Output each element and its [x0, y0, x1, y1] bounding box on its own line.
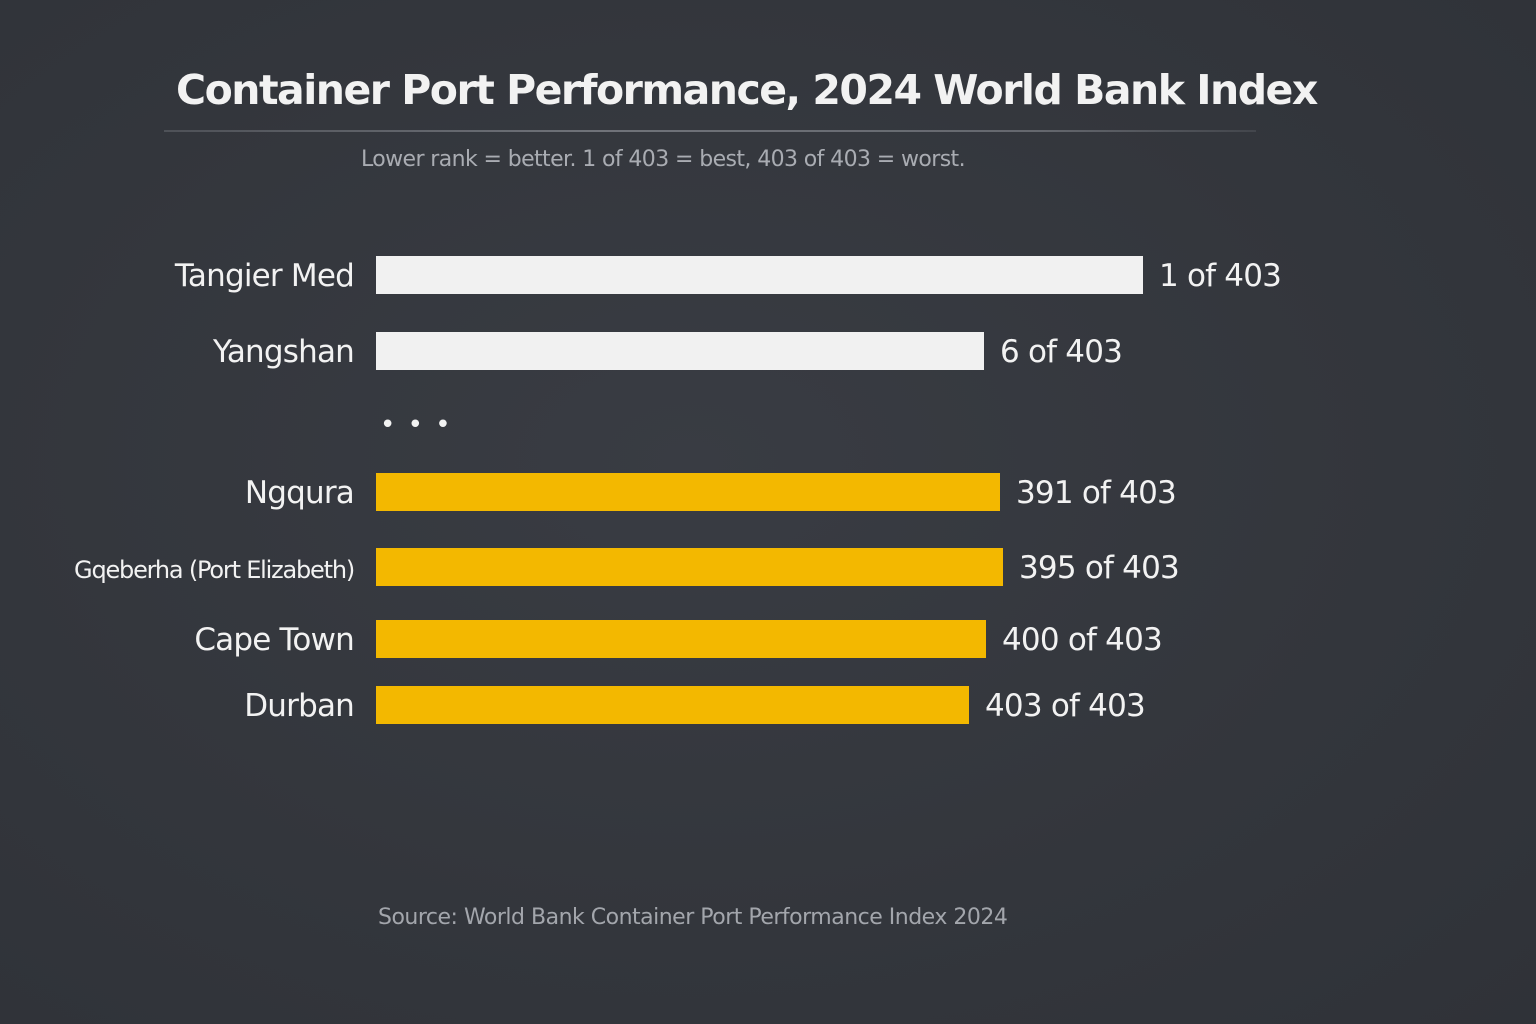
value-label-yangshan: 6 of 403	[1000, 334, 1122, 370]
gap-ellipsis-marker: • • •	[380, 410, 453, 440]
chart-subtitle: Lower rank = better. 1 of 403 = best, 40…	[361, 147, 966, 172]
bar-ngqura	[376, 473, 1000, 511]
bar-gqeberha-port-elizabeth	[376, 548, 1003, 586]
bar-tangier-med	[376, 256, 1143, 294]
category-label-durban: Durban	[244, 688, 354, 724]
value-label-durban: 403 of 403	[985, 688, 1145, 724]
bar-durban	[376, 686, 969, 724]
bar-cape-town	[376, 620, 986, 658]
bar-yangshan	[376, 332, 984, 370]
value-label-tangier-med: 1 of 403	[1159, 258, 1281, 294]
category-label-cape-town: Cape Town	[194, 622, 354, 658]
category-label-yangshan: Yangshan	[212, 334, 354, 370]
title-divider	[164, 130, 1256, 132]
value-label-gqeberha-port-elizabeth: 395 of 403	[1019, 550, 1179, 586]
category-label-tangier-med: Tangier Med	[174, 258, 354, 294]
chart-title: Container Port Performance, 2024 World B…	[176, 66, 1318, 114]
category-label-gqeberha-port-elizabeth: Gqeberha (Port Elizabeth)	[74, 556, 354, 584]
source-note: Source: World Bank Container Port Perfor…	[378, 905, 1008, 930]
value-label-ngqura: 391 of 403	[1016, 475, 1176, 511]
category-label-ngqura: Ngqura	[245, 475, 354, 511]
value-label-cape-town: 400 of 403	[1002, 622, 1162, 658]
